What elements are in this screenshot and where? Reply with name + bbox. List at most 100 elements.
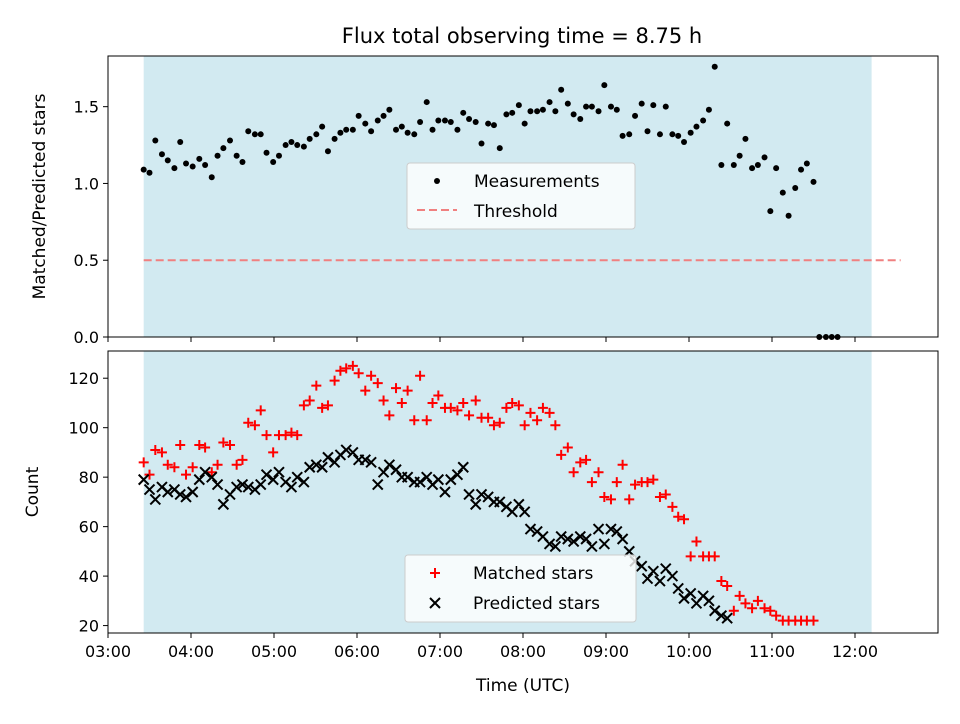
matched-star-point — [322, 400, 333, 411]
measurement-point — [730, 162, 737, 169]
matched-star-point — [243, 417, 254, 428]
predicted-star-point — [383, 459, 396, 471]
matched-star-point — [175, 440, 186, 450]
measurement-point — [626, 131, 633, 138]
matched-star-point — [642, 477, 653, 488]
measurement-point — [319, 123, 326, 130]
measurement-point — [681, 138, 688, 145]
matched-star-point — [734, 590, 745, 601]
predicted-star-point — [469, 498, 482, 511]
y-tick-label: 1.5 — [74, 98, 99, 117]
measurement-point — [349, 126, 356, 133]
matched-star-point — [366, 370, 377, 381]
y-axis-label: Count — [23, 466, 43, 517]
measurement-point — [552, 108, 559, 115]
measurement-point — [773, 165, 780, 172]
measurement-point — [595, 108, 602, 115]
matched-star-point — [396, 397, 407, 408]
ratio-panel: 0.0 0.5 1.0 1.5 Measurements Threshold Matched… — [30, 55, 939, 347]
matched-star-point — [452, 405, 463, 416]
x-tick-label: 04:00 — [168, 642, 214, 661]
matched-star-point — [415, 370, 426, 381]
measurement-point — [632, 112, 639, 119]
matched-star-point — [372, 378, 383, 389]
measurement-point — [140, 166, 147, 173]
matched-star-point — [507, 397, 518, 408]
measurement-point — [146, 169, 153, 176]
predicted-star-point — [494, 496, 506, 508]
measurement-point — [558, 86, 565, 93]
axes-frame — [107, 350, 939, 634]
matched-star-point — [268, 447, 279, 458]
matched-star-point — [341, 363, 352, 374]
matched-star-point — [586, 477, 597, 488]
matched-star-point — [421, 415, 432, 426]
matched-star-point — [360, 385, 371, 396]
legend-predicted-label: Predicted stars — [473, 594, 600, 614]
matched-star-point — [464, 410, 475, 421]
predicted-star-point — [451, 468, 464, 481]
measurement-point — [343, 126, 350, 133]
measurement-point — [718, 162, 725, 169]
measurement-point — [466, 115, 473, 122]
y-tick-label: 60 — [79, 518, 99, 537]
predicted-star-point — [703, 595, 715, 607]
matched-star-point — [298, 400, 309, 411]
measurement-point — [478, 140, 485, 147]
matched-star-point — [458, 397, 469, 408]
predicted-star-point — [592, 523, 605, 535]
predicted-star-point — [616, 533, 629, 545]
measurement-point — [460, 109, 467, 116]
measurement-point — [275, 152, 282, 159]
matched-star-point — [654, 491, 665, 502]
measurement-point — [577, 115, 584, 122]
matched-star-point — [483, 412, 494, 423]
measurement-point — [417, 119, 424, 126]
matched-star-point — [317, 402, 328, 413]
predicted-star-point — [193, 473, 206, 486]
measurement-point — [270, 158, 277, 165]
measurement-point — [711, 63, 718, 70]
legend-box — [404, 554, 637, 623]
matched-star-point — [150, 444, 161, 455]
measurement-point — [404, 129, 411, 136]
measurement-point — [441, 117, 448, 124]
predicted-star-point — [328, 456, 341, 469]
predicted-star-point — [709, 605, 721, 617]
measurement-point — [239, 158, 246, 165]
y-tick-label: 40 — [79, 567, 99, 586]
measurement-point — [220, 145, 227, 152]
matched-star-point — [162, 459, 173, 470]
predicted-star-point — [647, 565, 660, 577]
legend-measurements-label: Measurements — [474, 172, 600, 192]
predicted-star-point — [457, 461, 469, 473]
matched-star-point — [581, 454, 592, 465]
measurement-point — [362, 120, 369, 127]
measurement-point — [214, 152, 221, 159]
matched-star-point — [752, 595, 763, 606]
count-panel: 20 40 60 80 100 120 03:00 04:00 05:00 06:00 07:00 0… — [23, 350, 939, 696]
predicted-star-point — [149, 493, 162, 506]
matched-star-point — [765, 605, 776, 616]
matched-star-point — [685, 551, 696, 562]
measurement-point — [189, 163, 196, 170]
measurement-point — [607, 103, 614, 110]
predicted-star-point — [359, 454, 372, 466]
y-axis-label: Matched/Predicted stars — [30, 93, 50, 299]
axes-frame — [107, 55, 939, 338]
matched-star-point — [212, 459, 223, 470]
measurement-point — [282, 142, 289, 149]
predicted-star-point — [598, 538, 611, 550]
measurement-point — [619, 132, 626, 139]
predicted-star-point — [303, 461, 316, 473]
predicted-star-point — [206, 471, 218, 483]
matched-star-point — [771, 610, 782, 621]
measurement-point — [539, 106, 546, 113]
matched-star-point — [402, 385, 413, 396]
matched-star-point — [200, 442, 211, 453]
measurement-point — [638, 100, 645, 107]
matched-star-point — [525, 407, 536, 418]
matched-star-point — [181, 469, 192, 480]
measurement-point — [534, 108, 541, 115]
measurement-point — [798, 166, 805, 173]
